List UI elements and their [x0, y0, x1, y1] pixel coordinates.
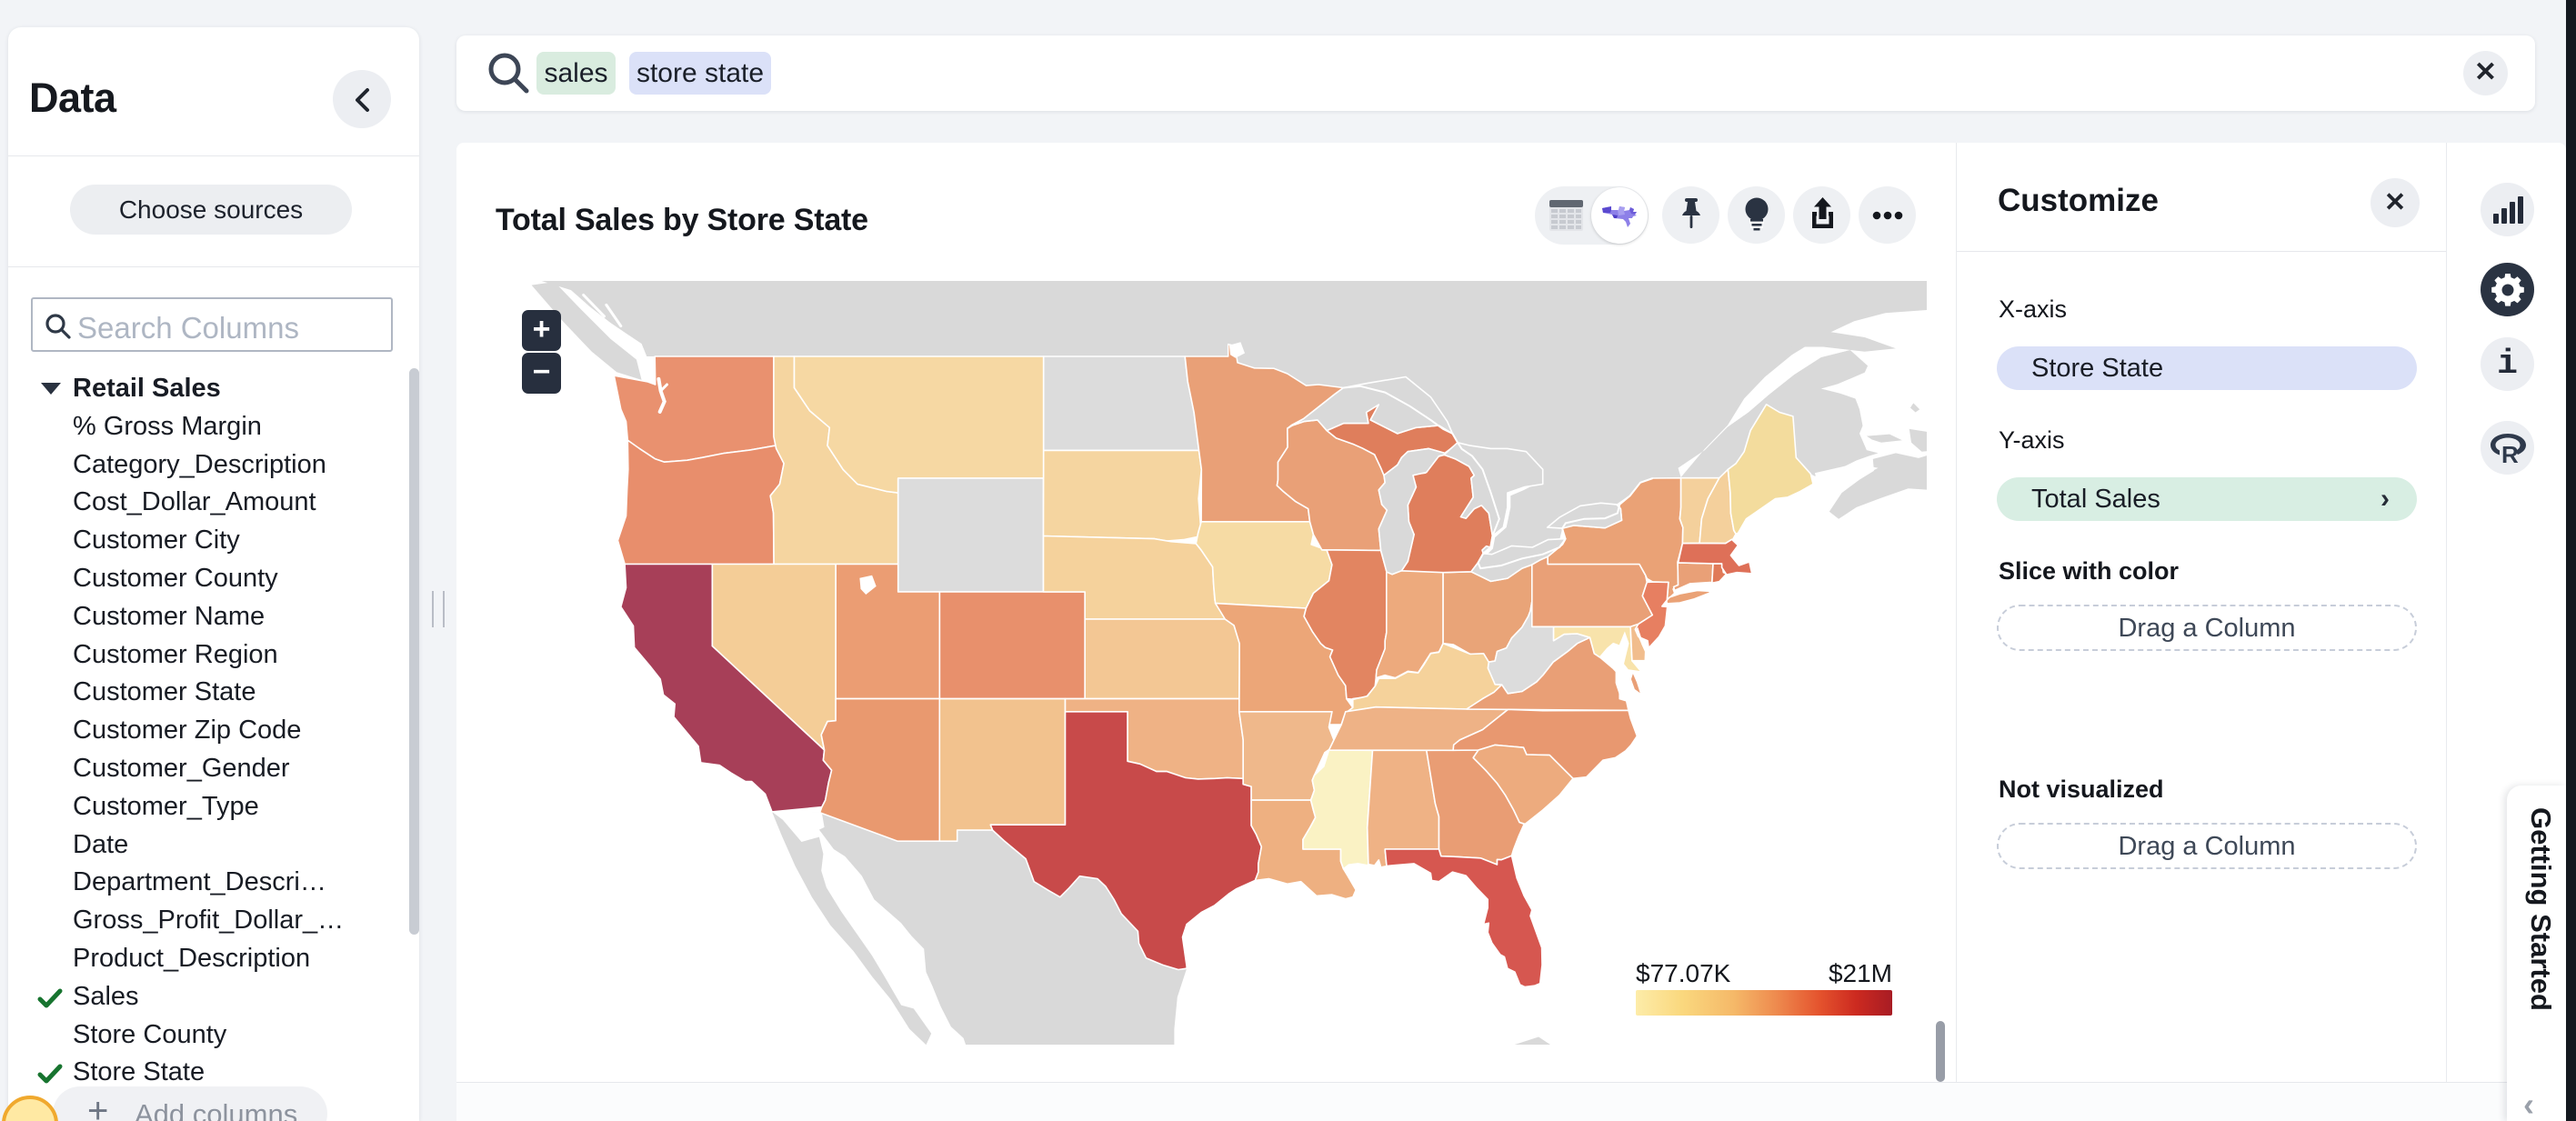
svg-text:R: R: [2501, 441, 2519, 465]
